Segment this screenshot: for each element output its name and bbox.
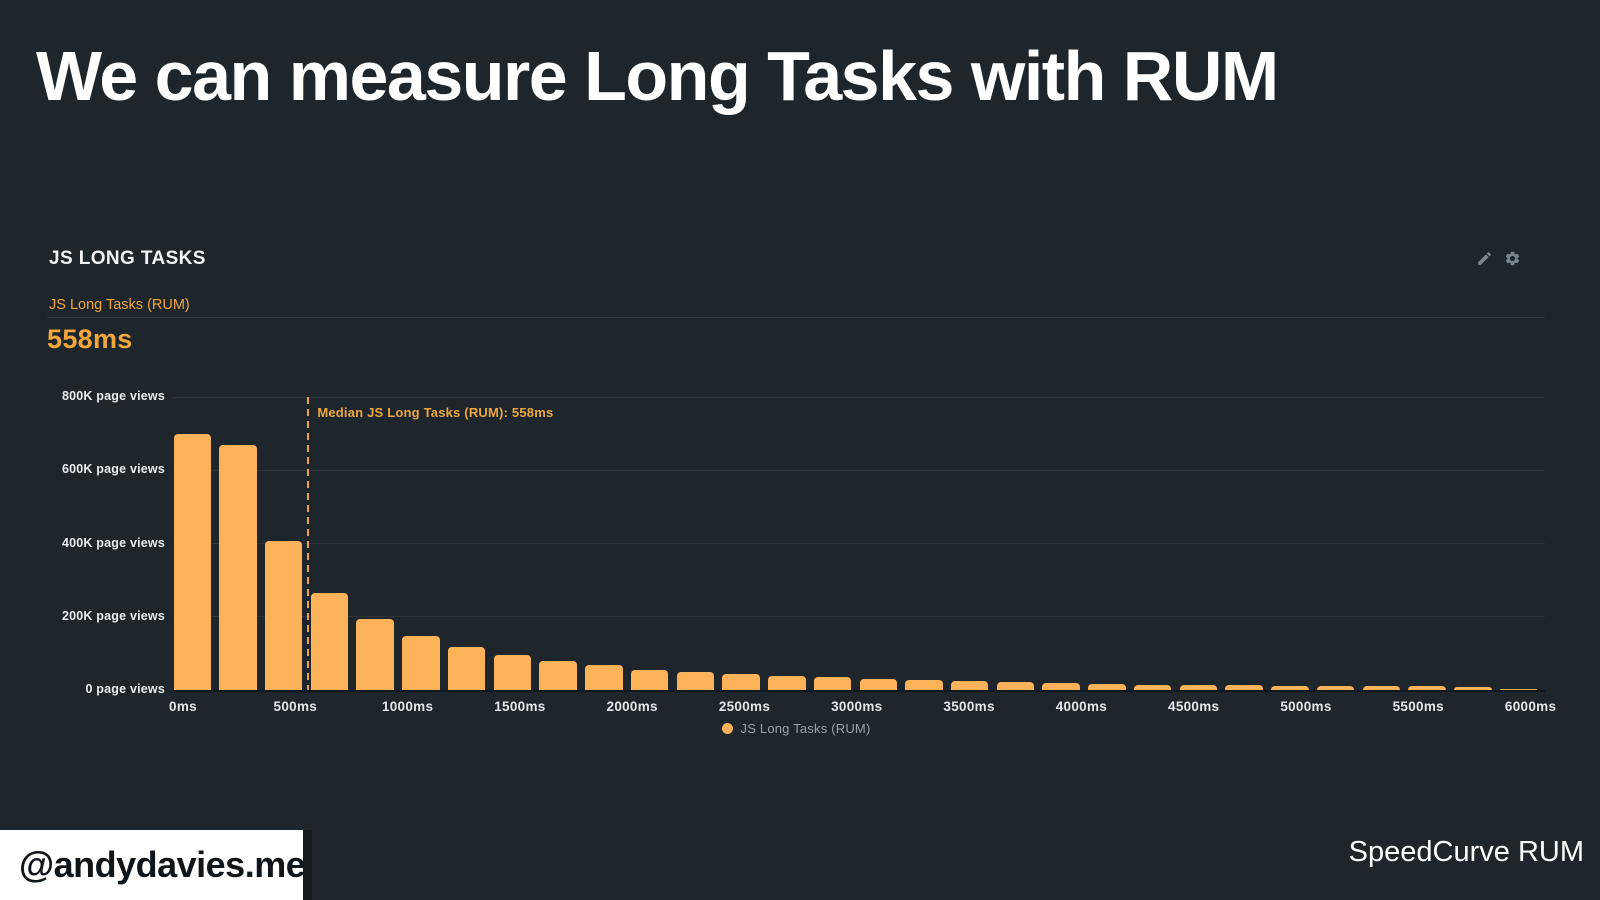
bar-200ms[interactable] [219, 445, 257, 690]
x-tick-label: 1000ms [381, 699, 434, 714]
bar-5600ms[interactable] [1454, 687, 1492, 690]
y-tick-label: 600K page views [61, 462, 165, 477]
legend-label: JS Long Tasks (RUM) [740, 721, 871, 736]
bar-5800ms[interactable] [1499, 688, 1538, 690]
bar-1400ms[interactable] [493, 654, 532, 690]
y-tick-label: 800K page views [61, 389, 165, 403]
edit-pencil-icon[interactable] [1476, 250, 1493, 267]
histogram-plot: 0 page views 200K page views 400K page vie… [62, 389, 1556, 714]
bar-1600ms[interactable] [539, 660, 577, 690]
x-tick-label: 1500ms [494, 699, 546, 714]
bar-2600ms[interactable] [768, 676, 806, 690]
x-tick-label: 5000ms [1280, 699, 1332, 714]
bar-3600ms[interactable] [996, 681, 1035, 690]
x-tick-label: 4000ms [1055, 699, 1108, 714]
bar-3200ms[interactable] [905, 680, 943, 690]
y-tick-label: 200K page views [61, 608, 165, 623]
y-tick-label: 400K page views [61, 535, 165, 550]
attribution-label: SpeedCurve RUM [1348, 836, 1584, 868]
bar-3000ms[interactable] [859, 678, 898, 690]
bar-2000ms[interactable] [630, 669, 669, 690]
x-tick-label: 2500ms [718, 699, 771, 714]
bar-800ms[interactable] [356, 618, 394, 690]
chart-panel: JS LONG TASKS JS Long Tasks (RUM) 558ms … [47, 240, 1556, 765]
bar-3400ms[interactable] [950, 680, 989, 690]
x-tick-label: 500ms [273, 699, 318, 714]
bar-4200ms[interactable] [1133, 684, 1172, 690]
slide-title: We can measure Long Tasks with RUM [36, 37, 1279, 115]
bar-3800ms[interactable] [1042, 683, 1080, 690]
author-badge: @andydavies.me [0, 830, 306, 900]
gridline [173, 543, 1545, 544]
gridline [173, 396, 1545, 398]
bar-600ms[interactable] [310, 592, 349, 690]
bar-1000ms[interactable] [402, 635, 440, 690]
legend-swatch-icon [721, 723, 733, 734]
bar-2200ms[interactable] [676, 672, 715, 690]
bar-400ms[interactable] [264, 540, 303, 690]
bar-2400ms[interactable] [722, 673, 760, 690]
divider [47, 317, 1545, 318]
bar-1200ms[interactable] [447, 646, 486, 690]
bar-1800ms[interactable] [585, 665, 623, 690]
y-tick-label: 0 page views [85, 682, 165, 696]
x-tick-label: 4500ms [1168, 699, 1220, 714]
x-tick-label: 6000ms [1504, 699, 1557, 714]
bar-4800ms[interactable] [1271, 685, 1309, 690]
x-tick-label: 3000ms [831, 699, 883, 714]
median-annotation: Median JS Long Tasks (RUM): 558ms [317, 405, 554, 420]
bar-4000ms[interactable] [1088, 684, 1126, 690]
panel-toolbar [1476, 250, 1521, 267]
bar-2800ms[interactable] [813, 677, 852, 690]
bar-0ms[interactable] [173, 433, 212, 690]
bar-5200ms[interactable] [1362, 686, 1401, 690]
x-tick-label: 0ms [169, 699, 197, 714]
metric-value: 558ms [47, 324, 133, 354]
x-tick-label: 3500ms [943, 699, 995, 714]
gridline [173, 469, 1545, 471]
gridline [173, 616, 1545, 618]
metric-label: JS Long Tasks (RUM) [49, 297, 190, 313]
x-tick-label: 5500ms [1392, 699, 1444, 714]
bar-5400ms[interactable] [1408, 686, 1446, 690]
median-line [307, 397, 310, 690]
bar-4400ms[interactable] [1179, 684, 1218, 690]
bar-4600ms[interactable] [1225, 685, 1263, 690]
chart-legend[interactable]: JS Long Tasks (RUM) [47, 721, 1545, 736]
panel-title: JS LONG TASKS [49, 248, 206, 269]
settings-gear-icon[interactable] [1504, 250, 1521, 267]
bar-5000ms[interactable] [1316, 685, 1355, 690]
x-tick-label: 2000ms [606, 699, 658, 714]
